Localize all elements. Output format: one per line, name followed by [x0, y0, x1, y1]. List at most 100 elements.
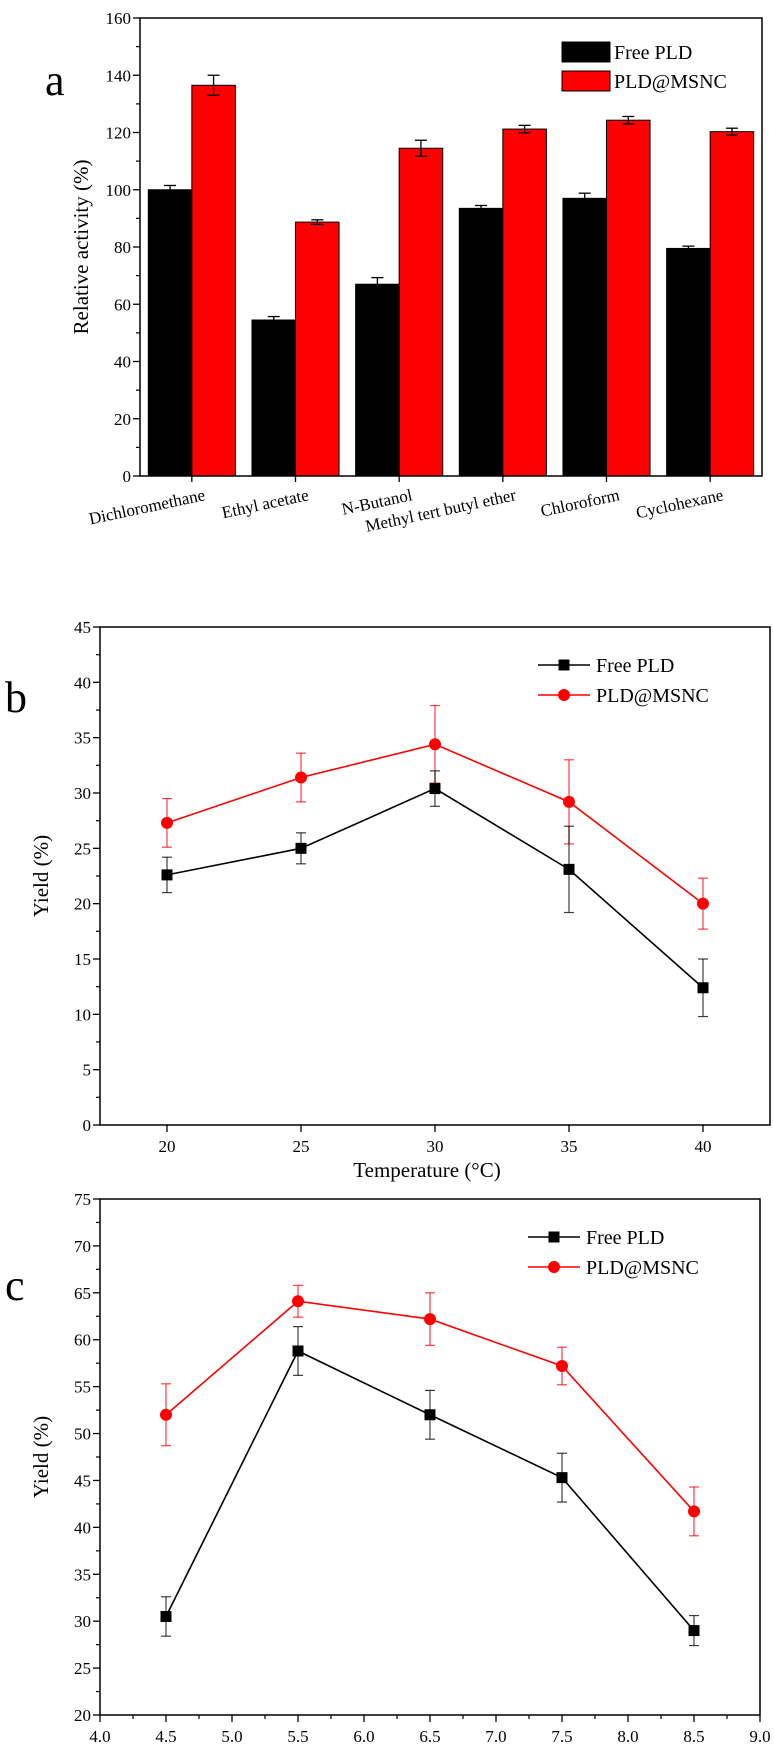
- x-tick-label: 35: [561, 1137, 578, 1156]
- bar: [295, 221, 340, 477]
- y-tick-label: 40: [74, 1518, 91, 1537]
- x-tick-label: 40: [695, 1137, 712, 1156]
- panel-letter: c: [5, 1261, 25, 1310]
- bar: [709, 131, 755, 477]
- y-tick-label: 15: [74, 950, 91, 969]
- y-tick-label: 40: [114, 353, 131, 372]
- y-tick-label: 5: [83, 1061, 92, 1080]
- x-tick-label: 4.0: [89, 1727, 110, 1745]
- x-tick-label: 7.0: [485, 1727, 506, 1745]
- y-tick-label: 120: [106, 124, 132, 143]
- category-label: Chloroform: [539, 485, 621, 520]
- legend-marker: [558, 689, 570, 701]
- data-point: [688, 1505, 700, 1518]
- y-tick-label: 160: [106, 9, 132, 28]
- x-tick-label: 8.0: [617, 1727, 638, 1745]
- legend-label: PLD@MSNC: [614, 71, 727, 93]
- panel-letter: a: [45, 56, 65, 105]
- legend-label: Free PLD: [586, 1227, 664, 1249]
- y-tick-label: 30: [74, 1612, 91, 1631]
- data-point: [429, 738, 441, 751]
- panel-letter: b: [5, 673, 27, 722]
- bar: [502, 128, 547, 477]
- bar: [458, 207, 504, 477]
- x-tick-label: 30: [427, 1137, 444, 1156]
- x-tick-label: 8.5: [683, 1727, 704, 1745]
- y-tick-label: 65: [74, 1284, 91, 1303]
- data-point: [563, 863, 575, 875]
- y-tick-label: 140: [106, 66, 132, 85]
- y-tick-label: 75: [74, 1190, 91, 1209]
- data-point: [292, 1295, 304, 1308]
- y-tick-label: 100: [106, 181, 132, 200]
- legend-marker: [548, 1231, 560, 1243]
- legend-swatch: [561, 70, 611, 92]
- y-tick-label: 80: [114, 238, 131, 257]
- y-tick-label: 45: [74, 618, 91, 637]
- y-tick-label: 20: [74, 895, 91, 914]
- y-tick-label: 55: [74, 1378, 91, 1397]
- data-point: [697, 982, 709, 994]
- y-tick-label: 50: [74, 1425, 91, 1444]
- y-tick-label: 60: [114, 295, 131, 314]
- data-point: [160, 1408, 172, 1421]
- bar: [606, 119, 651, 477]
- x-tick-label: 9.0: [749, 1727, 770, 1745]
- bar: [355, 283, 400, 477]
- bar: [251, 319, 297, 477]
- legend-marker: [558, 659, 570, 671]
- bar: [666, 247, 711, 477]
- data-point: [556, 1359, 568, 1372]
- data-point: [688, 1625, 700, 1637]
- bar: [147, 189, 193, 477]
- legend-label: PLD@MSNC: [596, 685, 709, 707]
- category-label: Dichloromethane: [87, 485, 206, 528]
- x-tick-label: 6.0: [353, 1727, 374, 1745]
- y-axis-title: Yield (%): [29, 835, 53, 917]
- y-tick-label: 70: [74, 1237, 91, 1256]
- x-tick-label: 4.5: [155, 1727, 176, 1745]
- x-tick-label: 20: [159, 1137, 176, 1156]
- x-axis-title: Temperature (°C): [353, 1158, 500, 1182]
- y-tick-label: 0: [123, 467, 132, 486]
- y-axis-title: Yield (%): [29, 1416, 53, 1498]
- y-tick-label: 25: [74, 839, 91, 858]
- y-tick-label: 0: [83, 1116, 92, 1135]
- y-tick-label: 40: [74, 673, 91, 692]
- y-tick-label: 35: [74, 729, 91, 748]
- y-tick-label: 30: [74, 784, 91, 803]
- y-tick-label: 35: [74, 1565, 91, 1584]
- data-point: [161, 816, 173, 829]
- x-tick-label: 25: [293, 1137, 310, 1156]
- y-axis-title: Relative activity (%): [69, 160, 93, 335]
- category-label: Ethyl acetate: [220, 485, 310, 522]
- x-tick-label: 7.5: [551, 1727, 572, 1745]
- y-tick-label: 20: [74, 1706, 91, 1725]
- x-tick-label: 5.5: [287, 1727, 308, 1745]
- data-point: [424, 1313, 436, 1326]
- data-point: [292, 1345, 304, 1357]
- legend-label: PLD@MSNC: [586, 1257, 699, 1279]
- data-point: [697, 897, 709, 910]
- y-tick-label: 25: [74, 1659, 91, 1678]
- data-point: [563, 795, 575, 808]
- category-label: Cyclohexane: [634, 485, 725, 522]
- y-tick-label: 10: [74, 1005, 91, 1024]
- y-tick-label: 45: [74, 1471, 91, 1490]
- series-line: [166, 787, 704, 989]
- data-point: [161, 869, 173, 881]
- legend-label: Free PLD: [614, 42, 692, 64]
- x-tick-label: 5.0: [221, 1727, 242, 1745]
- legend-swatch: [561, 41, 611, 63]
- bar: [562, 197, 608, 477]
- data-point: [429, 783, 441, 795]
- data-point: [424, 1409, 436, 1421]
- bar: [398, 147, 444, 477]
- panel-b: 0 5 10 15 20 25 30 35 40 45 20 25 30 35 40 Temperature …: [5, 618, 771, 1182]
- legend-marker: [548, 1261, 560, 1273]
- data-point: [160, 1610, 172, 1622]
- data-point: [295, 842, 307, 854]
- data-point: [556, 1472, 568, 1484]
- bar: [191, 84, 236, 477]
